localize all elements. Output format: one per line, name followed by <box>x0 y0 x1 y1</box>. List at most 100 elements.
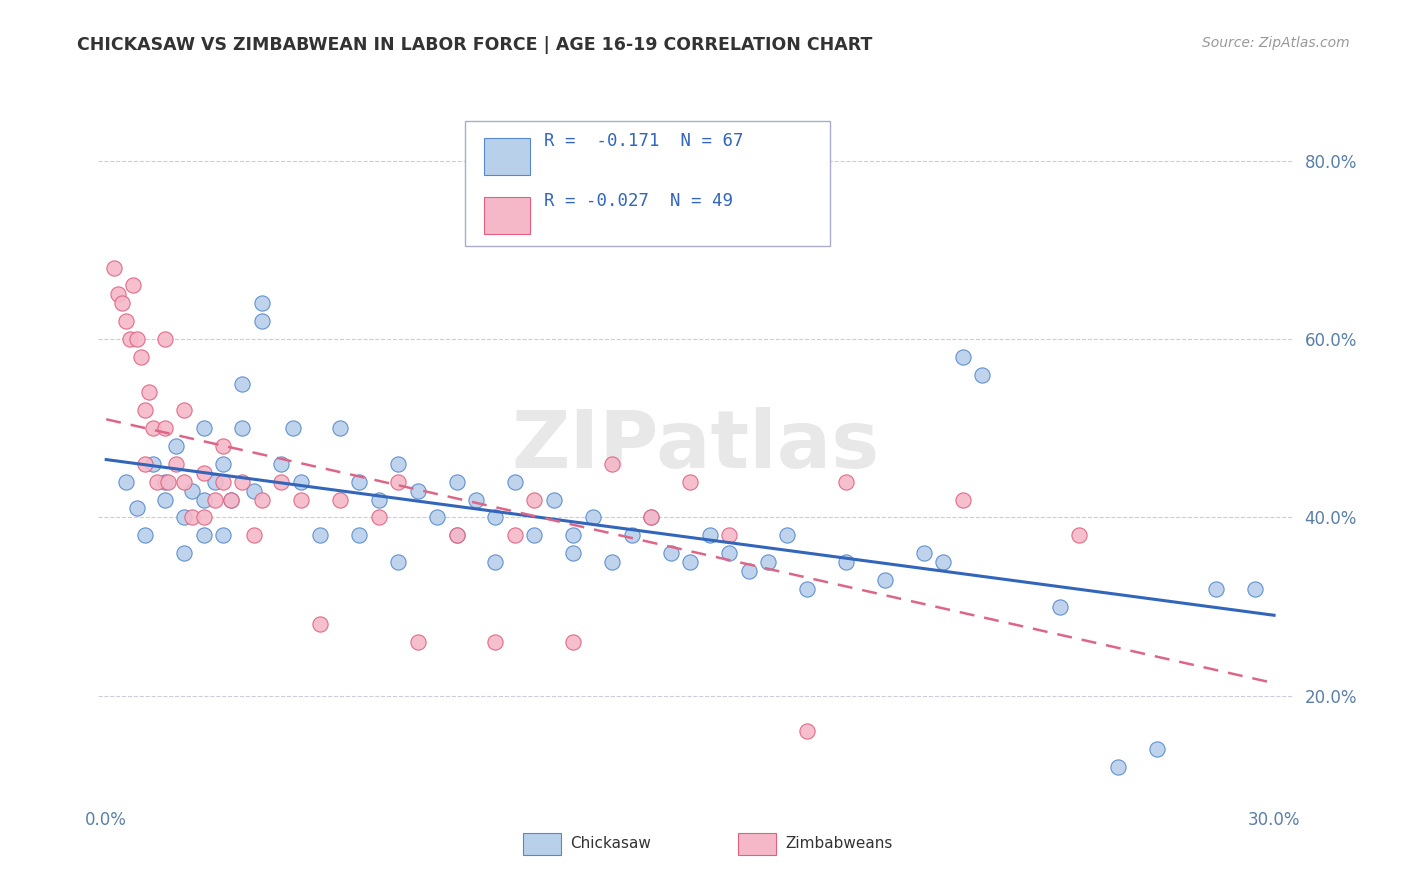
Point <box>952 350 974 364</box>
Point <box>146 475 169 489</box>
Point <box>367 492 389 507</box>
Point <box>503 528 526 542</box>
Text: Source: ZipAtlas.com: Source: ZipAtlas.com <box>1202 36 1350 50</box>
Point <box>134 457 156 471</box>
Point <box>640 510 662 524</box>
Point <box>873 573 896 587</box>
Point <box>219 492 242 507</box>
Point <box>193 466 215 480</box>
Bar <box>485 137 530 175</box>
Point <box>243 483 266 498</box>
Point <box>718 546 741 560</box>
Point <box>796 724 818 739</box>
Point <box>107 287 129 301</box>
Point <box>270 475 292 489</box>
Point <box>406 635 429 649</box>
Bar <box>523 833 561 855</box>
Point <box>1146 742 1168 756</box>
Point <box>165 457 187 471</box>
Point <box>153 332 176 346</box>
Point <box>484 510 506 524</box>
Point <box>127 332 149 346</box>
Point <box>114 475 136 489</box>
Point <box>142 457 165 471</box>
Point <box>212 475 235 489</box>
Text: R =  -0.171  N = 67: R = -0.171 N = 67 <box>544 132 744 150</box>
Point <box>153 475 176 489</box>
Point <box>129 350 152 364</box>
Point <box>204 492 226 507</box>
Point <box>562 546 585 560</box>
Point <box>193 421 215 435</box>
Point <box>600 555 623 569</box>
Point <box>465 492 488 507</box>
Point <box>756 555 779 569</box>
Point <box>173 546 195 560</box>
Point <box>281 421 304 435</box>
Point <box>835 555 858 569</box>
Point <box>367 510 389 524</box>
Text: Zimbabweans: Zimbabweans <box>786 836 893 851</box>
Point <box>1107 760 1129 774</box>
Point <box>231 475 253 489</box>
Point <box>912 546 935 560</box>
Point <box>1205 582 1227 596</box>
Point <box>406 483 429 498</box>
Point <box>212 439 235 453</box>
Point <box>952 492 974 507</box>
Point <box>620 528 643 542</box>
Point <box>972 368 994 382</box>
Bar <box>465 121 830 246</box>
Point <box>290 475 312 489</box>
Point <box>270 457 292 471</box>
Point <box>562 635 585 649</box>
Point <box>640 510 662 524</box>
Point <box>679 555 702 569</box>
Point <box>835 475 858 489</box>
Point <box>503 475 526 489</box>
Point <box>103 260 125 275</box>
Point <box>180 510 202 524</box>
Point <box>484 635 506 649</box>
Point <box>679 475 702 489</box>
Point <box>562 528 585 542</box>
Text: CHICKASAW VS ZIMBABWEAN IN LABOR FORCE | AGE 16-19 CORRELATION CHART: CHICKASAW VS ZIMBABWEAN IN LABOR FORCE |… <box>77 36 873 54</box>
Point <box>231 376 253 391</box>
Point <box>387 475 409 489</box>
Point <box>180 483 202 498</box>
Point <box>1243 582 1265 596</box>
Point <box>290 492 312 507</box>
Point <box>204 475 226 489</box>
Point <box>153 492 176 507</box>
Point <box>737 564 759 578</box>
Point <box>387 555 409 569</box>
Point <box>118 332 141 346</box>
Point <box>173 403 195 417</box>
Point <box>193 528 215 542</box>
Point <box>309 528 332 542</box>
Point <box>219 492 242 507</box>
Bar <box>485 197 530 234</box>
Point <box>796 582 818 596</box>
Point <box>173 475 195 489</box>
Point <box>582 510 605 524</box>
Point <box>243 528 266 542</box>
Point <box>523 492 546 507</box>
Text: ZIPatlas: ZIPatlas <box>512 407 880 485</box>
Point <box>309 617 332 632</box>
Point <box>142 421 165 435</box>
Point <box>329 421 352 435</box>
Point <box>122 278 145 293</box>
Point <box>1069 528 1091 542</box>
Point <box>349 528 371 542</box>
Point <box>699 528 721 542</box>
Point <box>173 510 195 524</box>
Point <box>250 296 273 310</box>
Point <box>1049 599 1071 614</box>
Point <box>446 528 468 542</box>
Point <box>659 546 682 560</box>
Point <box>446 528 468 542</box>
Point <box>718 528 741 542</box>
Point <box>212 457 235 471</box>
Point <box>543 492 565 507</box>
